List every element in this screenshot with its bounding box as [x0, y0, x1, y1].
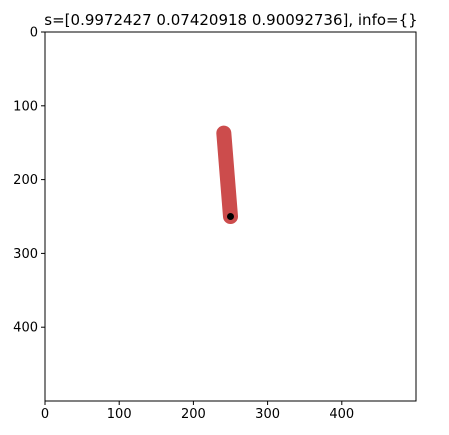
- environment-render: [216, 125, 238, 224]
- x-tick-label: 400: [329, 407, 354, 422]
- y-tick-label: 0: [30, 26, 38, 41]
- plot-frame: [44, 31, 417, 402]
- pendulum-pole: [216, 125, 238, 224]
- y-tick-label: 100: [13, 99, 38, 114]
- x-tick-label: 300: [255, 407, 280, 422]
- x-tick-label: 200: [181, 407, 206, 422]
- plot-title: s=[0.9972427 0.07420918 0.90092736], inf…: [44, 11, 417, 29]
- pendulum-axle: [227, 213, 234, 220]
- y-tick-label: 400: [13, 321, 38, 336]
- x-tick-label: 100: [107, 407, 132, 422]
- y-axis: 0 100 200 300 400: [13, 26, 45, 336]
- y-tick-label: 300: [13, 247, 38, 262]
- plot-area: [44, 31, 417, 402]
- x-axis: 0 100 200 300 400: [41, 401, 354, 422]
- x-tick-label: 0: [41, 407, 49, 422]
- y-tick-label: 200: [13, 173, 38, 188]
